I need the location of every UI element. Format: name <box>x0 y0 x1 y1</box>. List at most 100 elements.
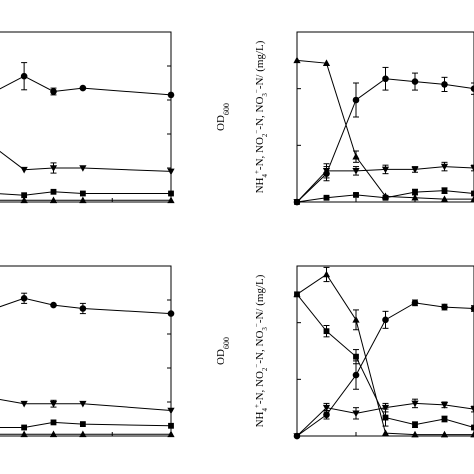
series-line <box>0 199 171 201</box>
y-axis-title: NH4+-N, NO2−-N, NO3−-N/ (mg/L) <box>253 40 269 193</box>
series-2 <box>293 161 474 206</box>
data-point <box>470 165 474 172</box>
series-3 <box>0 196 175 204</box>
data-point <box>323 411 330 419</box>
data-point <box>323 328 330 335</box>
data-point <box>293 433 301 440</box>
data-point <box>167 168 175 176</box>
data-point <box>470 85 474 92</box>
data-point <box>440 402 449 409</box>
data-point <box>322 168 331 175</box>
data-point <box>167 91 175 99</box>
data-point <box>352 168 360 175</box>
chart-panel-2: OD600 <box>0 265 231 438</box>
series-2 <box>0 188 174 199</box>
data-point <box>50 88 57 95</box>
series-line <box>0 433 171 435</box>
data-point <box>381 166 390 174</box>
data-point <box>79 84 87 92</box>
data-point <box>470 195 474 202</box>
data-point <box>470 305 474 312</box>
data-point <box>353 353 359 360</box>
data-point <box>79 400 87 408</box>
series-line <box>0 399 172 411</box>
chart-panel-0: OD600 <box>0 31 231 204</box>
data-point <box>382 316 389 324</box>
data-point <box>382 414 389 421</box>
y2-axis-title: OD600 <box>215 337 231 365</box>
data-point <box>411 193 419 201</box>
data-point <box>20 166 28 174</box>
data-point <box>412 189 418 195</box>
data-point <box>79 190 86 197</box>
data-point <box>381 429 390 436</box>
plot-frame <box>296 265 474 437</box>
data-point <box>471 190 474 197</box>
data-point <box>441 187 448 194</box>
data-point <box>322 404 331 412</box>
data-point <box>411 430 419 438</box>
series-1 <box>0 150 175 176</box>
data-point <box>441 416 448 422</box>
data-point <box>294 199 300 205</box>
data-point <box>411 299 419 307</box>
data-point <box>352 152 360 160</box>
data-point <box>20 72 28 80</box>
data-point <box>79 421 86 427</box>
data-point <box>411 400 419 408</box>
data-point <box>353 192 359 198</box>
series-0 <box>0 292 175 317</box>
data-point <box>79 196 87 204</box>
data-point <box>293 56 301 64</box>
data-point <box>470 430 474 438</box>
data-point <box>470 406 474 413</box>
series-line <box>0 150 172 172</box>
series-1 <box>294 291 474 431</box>
data-point <box>20 196 28 204</box>
data-point <box>382 194 389 201</box>
y-axis-title: NH4+-N, NO2−-N, NO3−-N/ (mg/L) <box>253 274 269 427</box>
data-point <box>167 196 175 204</box>
data-point <box>352 410 360 418</box>
data-point <box>167 310 175 317</box>
series-0 <box>0 62 175 99</box>
data-point <box>49 430 58 438</box>
series-3 <box>0 430 175 438</box>
chart-panel-1: NH4+-N, NO2−-N, NO3−-N/ (mg/L) <box>253 31 474 206</box>
data-point <box>50 419 57 426</box>
data-point <box>322 270 331 278</box>
series-line <box>0 421 172 428</box>
data-point <box>49 165 58 172</box>
chart-panel-3: NH4+-N, NO2−-N, NO3−-N/ (mg/L) <box>253 265 474 440</box>
data-point <box>168 422 174 429</box>
data-point <box>412 421 418 428</box>
series-2 <box>0 419 174 431</box>
data-point <box>79 165 87 172</box>
plot-frame <box>0 265 172 437</box>
data-point <box>323 194 330 201</box>
series-0 <box>293 266 474 438</box>
data-point <box>441 81 448 88</box>
data-point <box>167 430 175 438</box>
series-line <box>0 191 171 196</box>
series-3 <box>294 187 474 205</box>
data-point <box>352 316 360 323</box>
data-point <box>352 371 360 379</box>
series-1 <box>0 399 175 415</box>
data-point <box>168 190 174 197</box>
data-point <box>21 424 28 431</box>
series-3 <box>293 398 474 440</box>
plot-frame <box>0 31 172 203</box>
data-point <box>50 188 57 195</box>
data-point <box>411 166 419 174</box>
data-point <box>21 192 28 199</box>
data-point <box>79 305 87 312</box>
data-point <box>49 196 58 204</box>
data-point <box>322 59 331 66</box>
data-point <box>50 301 57 309</box>
data-point <box>352 96 360 104</box>
data-point <box>49 400 58 408</box>
series-1 <box>293 66 474 206</box>
data-point <box>167 407 175 415</box>
